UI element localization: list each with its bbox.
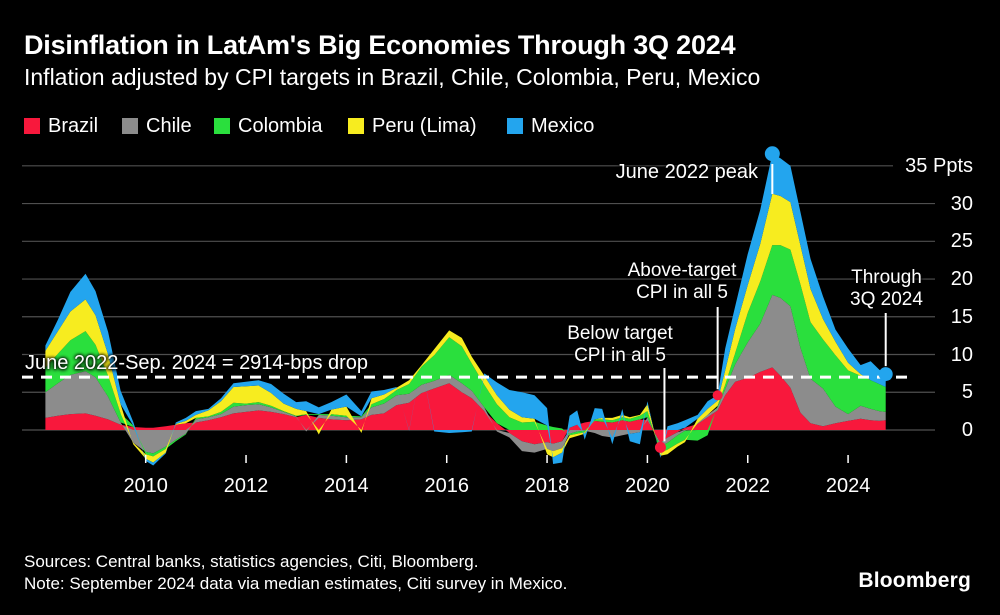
y-axis-label-0: 0: [961, 419, 973, 441]
legend-label: Chile: [146, 114, 192, 137]
legend-label: Mexico: [531, 114, 595, 137]
legend-item-mexico: Mexico: [507, 114, 595, 137]
area-peru-lima: [45, 193, 886, 463]
footer: Sources: Central banks, statistics agenc…: [24, 551, 567, 594]
x-tick-2014: [345, 455, 348, 463]
x-tick-2010: [144, 455, 147, 463]
annotation-above-target-line1: Above-target: [627, 260, 737, 281]
annotation-through-3q-2024: Through 3Q 2024: [829, 267, 944, 311]
marker-dot-peak: [764, 146, 780, 162]
legend-label: Peru (Lima): [372, 114, 477, 137]
annotation-through-line2: 3Q 2024: [850, 289, 923, 310]
x-axis-label-2010: 2010: [123, 475, 168, 497]
legend-label: Brazil: [48, 114, 99, 137]
y-axis-label-5: 5: [961, 381, 973, 404]
annotation-below-target-line2: CPI in all 5: [574, 345, 666, 366]
legend-item-brazil: Brazil: [24, 114, 99, 137]
area-colombia: [45, 245, 886, 457]
x-axis-label-2020: 2020: [625, 475, 670, 497]
legend-item-peru-lima: Peru (Lima): [348, 114, 477, 137]
legend-item-colombia: Colombia: [214, 114, 323, 137]
x-axis-label-2024: 2024: [825, 475, 871, 497]
annotation-through-line1: Through: [851, 267, 922, 288]
y-axis-label-20: 20: [950, 268, 973, 291]
x-axis-label-2022: 2022: [725, 475, 770, 497]
annotation-above-target-line2: CPI in all 5: [636, 282, 728, 303]
legend-swatch-icon: [24, 118, 40, 134]
y-axis-label-35: 35 Ppts: [905, 154, 973, 177]
x-axis-label-2014: 2014: [324, 475, 369, 497]
x-axis-label-2018: 2018: [524, 475, 570, 497]
legend-swatch-icon: [122, 118, 138, 134]
y-axis-label-25: 25: [950, 230, 973, 253]
chart-legend: Brazil Chile Colombia Peru (Lima) Mexico: [0, 114, 1000, 137]
x-axis-label-2016: 2016: [424, 475, 469, 497]
annotation-june-2022-peak: June 2022 peak: [615, 161, 758, 183]
annotation-above-target: Above-target CPI in all 5: [612, 260, 752, 304]
x-tick-2018: [546, 455, 548, 463]
x-axis-label-2012: 2012: [223, 475, 269, 497]
y-axis-label-10: 10: [950, 343, 973, 366]
legend-label: Colombia: [238, 114, 323, 137]
x-tick-2012: [245, 455, 247, 463]
marker-dot-below-target: [654, 441, 666, 453]
page-title: Disinflation in LatAm's Big Economies Th…: [24, 30, 736, 60]
legend-swatch-icon: [214, 118, 230, 134]
chart-subtitle: Inflation adjusted by CPI targets in Bra…: [24, 64, 761, 90]
legend-swatch-icon: [507, 118, 523, 134]
annotation-bps-drop: June 2022-Sep. 2024 = 2914-bps drop: [25, 352, 369, 374]
y-axis-label-30: 30: [950, 192, 973, 215]
footer-note: Note: September 2024 data via median est…: [24, 573, 568, 593]
y-axis-label-15: 15: [950, 305, 973, 328]
bloomberg-logo: Bloomberg: [858, 569, 971, 592]
area-brazil: [45, 367, 886, 445]
x-tick-2020: [646, 455, 649, 463]
marker-dot-through-3q: [878, 367, 893, 382]
legend-item-chile: Chile: [122, 114, 192, 137]
legend-swatch-icon: [348, 118, 364, 134]
annotation-below-target: Below target CPI in all 5: [550, 323, 690, 367]
marker-dot-above-target: [712, 390, 723, 401]
annotation-below-target-line1: Below target: [567, 323, 673, 344]
footer-sources: Sources: Central banks, statistics agenc…: [24, 552, 479, 571]
x-tick-2022: [746, 455, 749, 463]
x-tick-2024: [847, 455, 849, 463]
x-tick-2016: [445, 455, 448, 463]
